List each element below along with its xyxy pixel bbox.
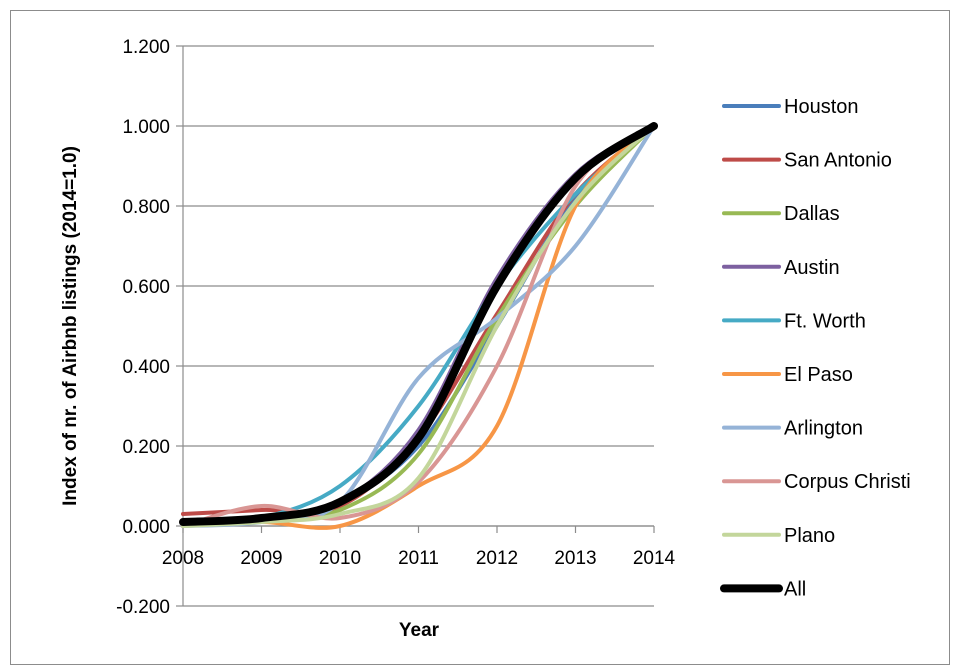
legend-label-corpus-christi: Corpus Christi <box>784 471 911 493</box>
legend-label-austin: Austin <box>784 257 840 279</box>
legend: Houston San Antonio Dallas Austin Ft. Worth E… <box>720 96 911 600</box>
gridlines <box>176 45 655 607</box>
legend-label-el-paso: El Paso <box>784 364 853 386</box>
y-tick-labels: -0.200 0.000 0.200 0.400 0.600 0.800 1.000 1.20… <box>116 37 170 618</box>
x-tick-label: 2011 <box>398 548 439 569</box>
series-line-plano <box>181 124 656 528</box>
x-tick-label: 2010 <box>319 548 361 569</box>
y-tick-label: 0.800 <box>122 197 170 218</box>
x-tick-label: 2008 <box>162 548 204 569</box>
x-tick-label: 2013 <box>554 548 596 569</box>
y-tick-label: 0.400 <box>122 357 170 378</box>
legend-label-arlington: Arlington <box>784 418 863 440</box>
x-tick-labels: 2008 2009 2010 2011 2012 2013 2014 <box>162 548 676 569</box>
legend-label-dallas: Dallas <box>784 203 840 225</box>
legend-label-houston: Houston <box>784 96 859 118</box>
y-tick-label: 0.600 <box>122 277 170 298</box>
x-axis-title: Year <box>399 620 440 641</box>
series-line-ft-worth <box>181 124 656 528</box>
x-tick-label: 2014 <box>633 548 676 569</box>
legend-label-all: All <box>784 578 806 600</box>
legend-label-san-antonio: San Antonio <box>784 150 892 172</box>
y-tick-label: -0.200 <box>116 597 170 618</box>
x-tick-label: 2012 <box>476 548 518 569</box>
series-line-all <box>179 122 658 526</box>
y-tick-label: 0.000 <box>122 517 170 538</box>
y-tick-label: 0.200 <box>122 437 170 458</box>
series-lines <box>179 122 658 530</box>
x-tick-label: 2009 <box>240 548 282 569</box>
series-line-corpus-christi <box>181 124 656 528</box>
y-axis-title: Index of nr. of Airbnb listings (2014=1.… <box>60 146 81 506</box>
y-tick-label: 1.000 <box>122 117 170 138</box>
y-tick-label: 1.200 <box>122 37 170 58</box>
chart-frame <box>10 10 950 665</box>
legend-label-ft-worth: Ft. Worth <box>784 310 866 332</box>
legend-label-plano: Plano <box>784 525 835 547</box>
